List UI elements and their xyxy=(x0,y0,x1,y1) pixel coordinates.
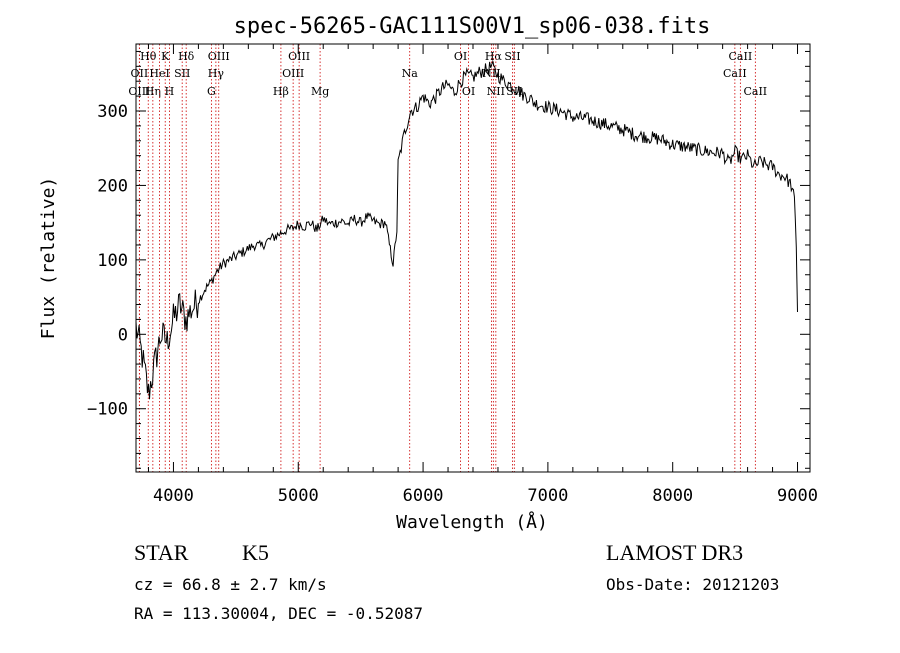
spectral-line-label: H xyxy=(165,85,175,98)
y-axis-label: Flux (relative) xyxy=(38,177,59,340)
spectral-line-label: Na xyxy=(402,67,419,80)
y-tick-label: 300 xyxy=(97,102,128,122)
y-tick-label: 0 xyxy=(118,325,128,345)
spectral-line-label: G xyxy=(207,85,216,98)
spectral-line-label: CaII xyxy=(723,67,747,80)
x-axis-ticks: 4000 5000 6000 7000 8000 9000 xyxy=(147,44,818,506)
x-tick-label: 5000 xyxy=(278,486,319,506)
plot-frame xyxy=(135,43,811,473)
spectral-line-label: OI xyxy=(454,50,467,63)
object-class: STAR xyxy=(134,540,189,565)
spectral-line-label: OIII xyxy=(208,50,230,63)
spectral-line-label: OIII xyxy=(128,85,150,98)
x-tick-label: 9000 xyxy=(777,486,818,506)
spectral-line-label: SII xyxy=(174,67,190,80)
observation-date: Obs-Date: 20121203 xyxy=(606,575,780,594)
spectral-line-label: OI xyxy=(462,85,475,98)
spectral-line-label: HeI xyxy=(149,67,169,80)
spectrum-line xyxy=(135,59,798,400)
spectral-line-label: Hδ xyxy=(178,50,195,63)
coordinates: RA = 113.30004, DEC = -0.52087 xyxy=(134,604,423,623)
spectral-line-label: NII xyxy=(487,85,505,98)
spectral-line-label: Hα xyxy=(485,50,503,63)
spectral-line-label: Hγ xyxy=(208,67,225,80)
y-tick-label: 200 xyxy=(97,176,128,196)
spectral-line-label: CaII xyxy=(729,50,753,63)
spectral-line-label: OIII xyxy=(288,50,310,63)
spectral-line-label: SII xyxy=(504,50,520,63)
x-tick-label: 6000 xyxy=(403,486,444,506)
x-axis-label: Wavelength (Å) xyxy=(396,511,548,533)
chart-title: spec-56265-GAC111S00V1_sp06-038.fits xyxy=(234,14,711,39)
spectral-line-label: Mg xyxy=(311,85,329,98)
x-tick-label: 7000 xyxy=(527,486,568,506)
x-tick-label: 4000 xyxy=(153,486,194,506)
spectral-line-label: OIII xyxy=(282,67,304,80)
spectral-line-label: K xyxy=(161,50,170,63)
spectral-line-label: CaII xyxy=(743,85,767,98)
y-tick-label: −100 xyxy=(87,400,128,420)
object-subclass: K5 xyxy=(242,540,269,565)
y-axis-ticks: −100 0 100 200 300 xyxy=(87,50,810,469)
redshift-velocity: cz = 66.8 ± 2.7 km/s xyxy=(134,575,327,594)
y-tick-label: 100 xyxy=(97,251,128,271)
survey-name: LAMOST DR3 xyxy=(606,540,744,565)
spectral-line-label: Hη xyxy=(145,85,161,98)
x-tick-label: 8000 xyxy=(652,486,693,506)
spectral-line-label: Hθ xyxy=(140,50,157,63)
spectral-line-label: Hβ xyxy=(273,85,289,98)
